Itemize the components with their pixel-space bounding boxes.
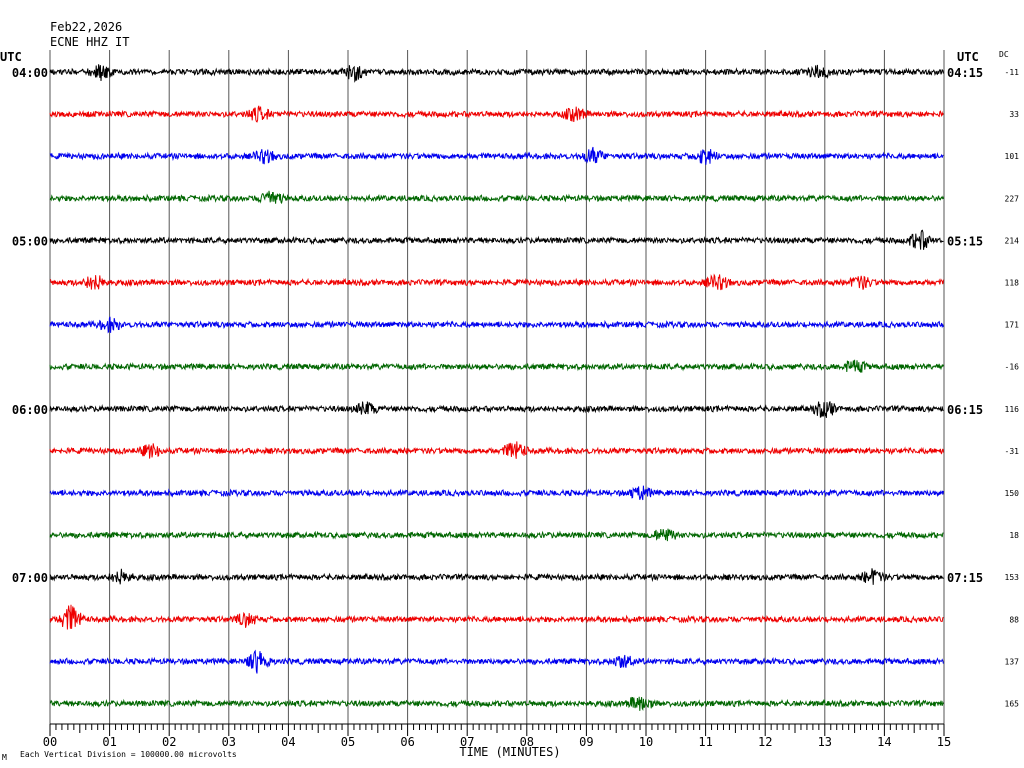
dc-offset-label: 118 bbox=[1005, 279, 1020, 288]
trace-row-7 bbox=[49, 359, 944, 373]
trace-row-0 bbox=[49, 64, 944, 83]
trace-row-11 bbox=[49, 528, 944, 542]
dc-offset-label: 116 bbox=[1005, 405, 1020, 414]
right-hour-label: 04:15 bbox=[947, 66, 983, 80]
x-tick-label: 05 bbox=[341, 735, 355, 749]
dc-offset-label: 171 bbox=[1005, 321, 1020, 330]
corner-mark: M bbox=[2, 753, 7, 762]
x-tick-label: 01 bbox=[102, 735, 116, 749]
trace-group bbox=[49, 64, 944, 711]
dc-offset-label: -31 bbox=[1005, 447, 1020, 456]
right-timezone-label: UTC bbox=[957, 50, 979, 64]
left-hour-label: 04:00 bbox=[12, 66, 48, 80]
x-tick-label: 02 bbox=[162, 735, 176, 749]
x-tick-label: 14 bbox=[877, 735, 891, 749]
trace-row-4 bbox=[49, 229, 944, 250]
left-timezone-label: UTC bbox=[0, 50, 22, 64]
dc-offset-label: 227 bbox=[1005, 194, 1020, 203]
trace-row-14 bbox=[49, 649, 944, 674]
station-label: ECNE HHZ IT bbox=[50, 35, 129, 49]
left-hour-label: 05:00 bbox=[12, 234, 48, 248]
left-hour-labels: 04:00 05:00 06:00 07:00 bbox=[12, 66, 48, 585]
trace-row-2 bbox=[49, 146, 944, 165]
dc-offset-label: 101 bbox=[1005, 152, 1020, 161]
dc-offset-label: -16 bbox=[1005, 363, 1020, 372]
dc-offset-label: 153 bbox=[1005, 573, 1020, 582]
x-tick-label: 09 bbox=[579, 735, 593, 749]
date-label: Feb22,2026 bbox=[50, 20, 122, 34]
x-tick-label: 04 bbox=[281, 735, 295, 749]
trace-row-13 bbox=[49, 604, 944, 630]
x-tick-label: 00 bbox=[43, 735, 57, 749]
trace-row-15 bbox=[49, 696, 944, 711]
dc-header-label: DC bbox=[999, 50, 1009, 59]
dc-offset-label: -11 bbox=[1005, 68, 1020, 77]
dc-offset-label: 214 bbox=[1005, 236, 1020, 245]
scale-note: Each Vertical Division = 100000.00 micro… bbox=[20, 750, 237, 759]
right-hour-labels: 04:15 05:15 06:15 07:15 bbox=[947, 66, 983, 585]
dc-offset-label: 165 bbox=[1005, 700, 1020, 709]
left-hour-label: 06:00 bbox=[12, 403, 48, 417]
x-axis-title: TIME (MINUTES) bbox=[459, 745, 560, 759]
trace-row-5 bbox=[49, 273, 944, 291]
right-hour-label: 07:15 bbox=[947, 571, 983, 585]
dc-offset-label: 150 bbox=[1005, 489, 1020, 498]
x-tick-label: 11 bbox=[698, 735, 712, 749]
x-tick-label: 08 bbox=[520, 735, 534, 749]
x-tick-label: 15 bbox=[937, 735, 951, 749]
x-axis: 00 01 02 03 04 05 06 07 08 09 10 11 12 13 14 15 bbox=[43, 723, 951, 749]
right-hour-label: 06:15 bbox=[947, 403, 983, 417]
x-tick-label: 06 bbox=[400, 735, 414, 749]
x-tick-label: 07 bbox=[460, 735, 474, 749]
x-tick-label: 13 bbox=[818, 735, 832, 749]
dc-offset-label: 88 bbox=[1009, 615, 1019, 624]
dc-offset-label: 137 bbox=[1005, 657, 1020, 666]
minute-gridlines bbox=[49, 50, 945, 724]
trace-row-12 bbox=[49, 568, 944, 585]
trace-row-1 bbox=[49, 105, 944, 123]
trace-row-10 bbox=[49, 485, 944, 501]
trace-row-9 bbox=[49, 441, 944, 459]
left-hour-label: 07:00 bbox=[12, 571, 48, 585]
x-tick-label: 12 bbox=[758, 735, 772, 749]
x-tick-label: 10 bbox=[639, 735, 653, 749]
dc-offset-labels: -11 33 101 227 214 118 171 -16 116 -31 150 18 153 88 1… bbox=[1005, 68, 1020, 709]
trace-row-6 bbox=[49, 316, 944, 334]
trace-row-8 bbox=[49, 401, 944, 418]
right-hour-label: 05:15 bbox=[947, 234, 983, 248]
dc-offset-label: 33 bbox=[1009, 110, 1019, 119]
x-tick-label: 03 bbox=[222, 735, 236, 749]
dc-offset-label: 18 bbox=[1009, 531, 1019, 540]
trace-row-3 bbox=[49, 190, 944, 205]
